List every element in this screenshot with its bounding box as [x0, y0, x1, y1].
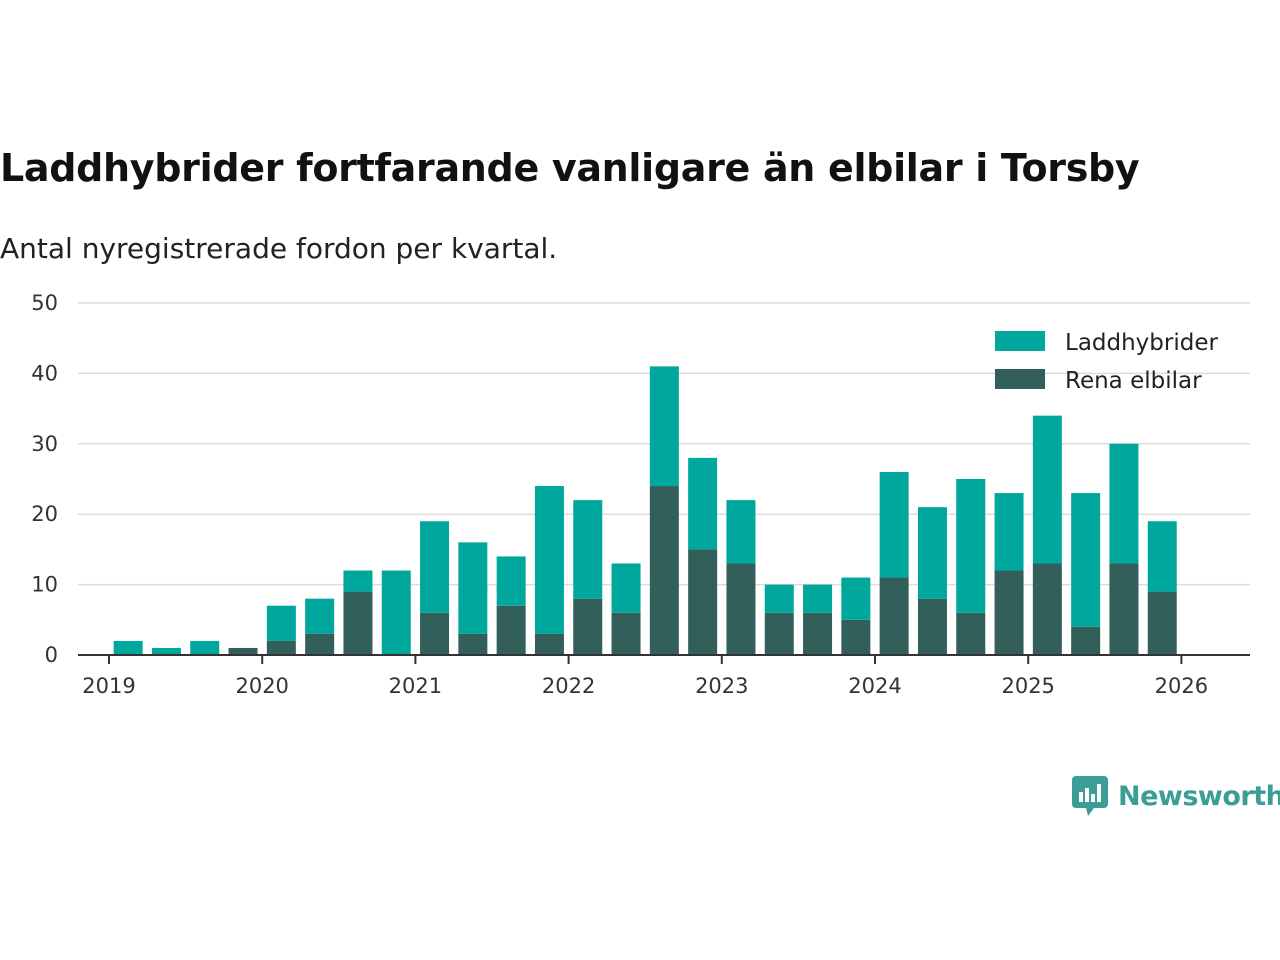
bar-electric-3 [228, 647, 258, 655]
bar-hybrid-18 [803, 584, 833, 613]
legend-label-0: Laddhybrider [1065, 330, 1218, 356]
bar-electric-5 [305, 633, 335, 655]
x-tick-label-2023: 2023 [695, 674, 748, 698]
legend: Laddhybrider Rena elbilar [995, 330, 1218, 394]
x-tick-label-2021: 2021 [389, 674, 442, 698]
bar-hybrid-16 [726, 500, 756, 564]
bar-hybrid-13 [611, 563, 641, 613]
bar-electric-11 [534, 633, 564, 655]
bar-electric-16 [726, 563, 756, 655]
bar-hybrid-23 [994, 493, 1024, 571]
bar-hybrid-24 [1032, 415, 1062, 564]
bars [113, 366, 1177, 655]
x-tick-label-2025: 2025 [1001, 674, 1054, 698]
bar-hybrid-11 [534, 486, 564, 634]
x-tick-label-2026: 2026 [1155, 674, 1208, 698]
bar-hybrid-8 [420, 521, 450, 613]
bar-electric-21 [917, 598, 947, 655]
y-tick-label-0: 0 [45, 643, 58, 667]
y-tick-label-50: 50 [31, 291, 58, 315]
bar-hybrid-17 [764, 584, 794, 613]
chart-title: Laddhybrider fortfarande vanligare än el… [0, 146, 1140, 190]
y-tick-label-20: 20 [31, 502, 58, 526]
bar-electric-24 [1032, 563, 1062, 655]
bar-hybrid-14 [649, 366, 679, 487]
bar-electric-8 [420, 612, 450, 655]
bar-electric-25 [1071, 626, 1101, 655]
stacked-bar-chart: 0 10 20 30 40 50 2019 2020 2021 2022 2023 2024 2025… [31, 291, 1250, 698]
bar-hybrid-26 [1109, 443, 1139, 564]
legend-swatch-1 [995, 369, 1045, 389]
bar-hybrid-0 [113, 640, 143, 655]
bar-hybrid-22 [956, 479, 986, 613]
bar-hybrid-10 [496, 556, 526, 606]
bar-hybrid-27 [1147, 521, 1177, 592]
y-axis-labels: 0 10 20 30 40 50 [31, 291, 58, 667]
bar-electric-26 [1109, 563, 1139, 655]
bar-electric-6 [343, 591, 373, 655]
legend-label-1: Rena elbilar [1065, 368, 1202, 394]
bar-hybrid-15 [688, 457, 718, 550]
y-tick-label-10: 10 [31, 573, 58, 597]
bar-electric-22 [956, 612, 986, 655]
bar-electric-12 [573, 598, 603, 655]
brand-logo: Newsworthy [1072, 776, 1280, 816]
bar-hybrid-4 [266, 605, 296, 641]
bar-hybrid-5 [305, 598, 335, 634]
bar-hybrid-21 [917, 507, 947, 599]
y-tick-label-30: 30 [31, 432, 58, 456]
y-tick-label-40: 40 [31, 361, 58, 385]
bar-hybrid-2 [190, 640, 220, 655]
bar-electric-4 [266, 640, 296, 655]
x-tick-label-2024: 2024 [848, 674, 901, 698]
newsworthy-logo-icon [1072, 776, 1108, 816]
bar-electric-18 [803, 612, 833, 655]
bar-electric-19 [841, 619, 871, 655]
bar-hybrid-9 [458, 542, 488, 634]
brand-name: Newsworthy [1118, 780, 1280, 812]
bar-hybrid-12 [573, 500, 603, 599]
x-tick-label-2022: 2022 [542, 674, 595, 698]
bar-hybrid-25 [1071, 493, 1101, 627]
bar-electric-17 [764, 612, 794, 655]
bar-hybrid-19 [841, 577, 871, 620]
bar-electric-20 [879, 577, 909, 655]
bar-hybrid-20 [879, 471, 909, 578]
bar-electric-9 [458, 633, 488, 655]
x-axis: 2019 2020 2021 2022 2023 2024 2025 2026 [78, 654, 1250, 698]
bar-electric-15 [688, 549, 718, 655]
chart-subtitle: Antal nyregistrerade fordon per kvartal. [0, 232, 558, 265]
bar-electric-27 [1147, 591, 1177, 655]
bar-electric-10 [496, 605, 526, 655]
bar-hybrid-6 [343, 570, 373, 592]
bar-electric-23 [994, 570, 1024, 655]
bar-hybrid-1 [151, 647, 181, 655]
legend-swatch-0 [995, 331, 1045, 351]
x-tick-label-2020: 2020 [235, 674, 288, 698]
bar-electric-14 [649, 486, 679, 655]
bar-electric-13 [611, 612, 641, 655]
x-tick-label-2019: 2019 [82, 674, 135, 698]
bar-hybrid-7 [381, 570, 411, 655]
